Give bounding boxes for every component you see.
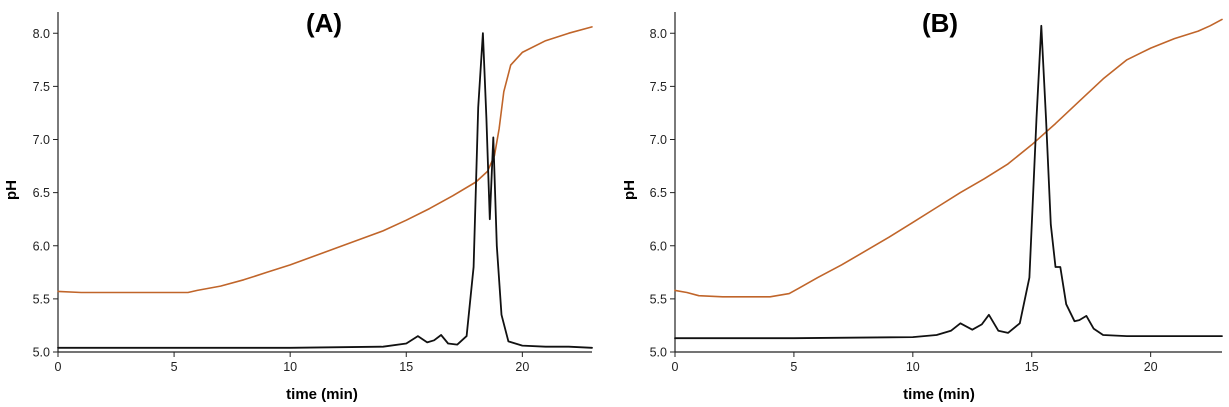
panel-a-x-tick-label: 10 — [283, 360, 297, 374]
panel-b-title: (B) — [922, 8, 958, 38]
panel-a-y-tick-label: 7.0 — [33, 133, 50, 147]
panel-b-y-axis-label: pH — [621, 180, 638, 200]
panel-b-chromatogram-trace — [674, 24, 1223, 340]
panel-b-x-tick-label: 15 — [1025, 360, 1039, 374]
panel-a-y-axis-label: pH — [3, 180, 20, 200]
panel-a-chromatogram-trace — [57, 32, 593, 349]
panel-b: (B) pH time (min) 5.0 5.5 6.0 6.5 7.0 7.5 8.0 0… — [621, 8, 1223, 403]
panel-b-x-tick-label: 0 — [672, 360, 679, 374]
panel-b-x-tick-label: 20 — [1144, 360, 1158, 374]
panel-a-x-tick-label: 5 — [171, 360, 178, 374]
panel-a-y-tick-label: 5.5 — [33, 292, 50, 306]
panel-b-axes: 5.0 5.5 6.0 6.5 7.0 7.5 8.0 0 5 10 15 20 — [650, 12, 1222, 374]
panel-a-y-tick-label: 8.0 — [33, 27, 50, 41]
panel-b-x-tick-label: 10 — [906, 360, 920, 374]
panel-b-y-tick-label: 5.0 — [650, 346, 667, 360]
panel-b-ph-gradient-line — [674, 18, 1223, 298]
panel-a-x-axis-label: time (min) — [286, 386, 358, 403]
panel-b-x-tick-label: 5 — [790, 360, 797, 374]
panel-b-y-tick-label: 7.5 — [650, 80, 667, 94]
panel-a-x-tick-label: 20 — [515, 360, 529, 374]
panel-b-series — [674, 18, 1223, 340]
panel-a-axes: 5.0 5.5 6.0 6.5 7.0 7.5 8.0 0 5 10 15 20 — [33, 12, 592, 374]
panel-a-x-tick-label: 15 — [399, 360, 413, 374]
panel-a-series — [57, 26, 593, 349]
panel-b-y-tick-label: 7.0 — [650, 133, 667, 147]
panel-a-y-tick-label: 7.5 — [33, 80, 50, 94]
panel-a-ph-gradient-line — [57, 26, 593, 294]
panel-b-y-tick-label: 6.5 — [650, 186, 667, 200]
panel-b-y-tick-label: 8.0 — [650, 27, 667, 41]
panel-b-x-axis-label: time (min) — [903, 386, 975, 403]
panel-a: (A) pH time (min) 5.0 5.5 6.0 6.5 7.0 7.5 8.0 0… — [3, 8, 593, 403]
panel-a-y-tick-label: 5.0 — [33, 346, 50, 360]
panel-a-x-tick-label: 0 — [55, 360, 62, 374]
panel-a-y-tick-label: 6.5 — [33, 186, 50, 200]
panel-a-title: (A) — [306, 8, 342, 38]
panel-a-y-tick-label: 6.0 — [33, 239, 50, 253]
panel-b-y-tick-label: 6.0 — [650, 239, 667, 253]
panel-b-y-tick-label: 5.5 — [650, 292, 667, 306]
